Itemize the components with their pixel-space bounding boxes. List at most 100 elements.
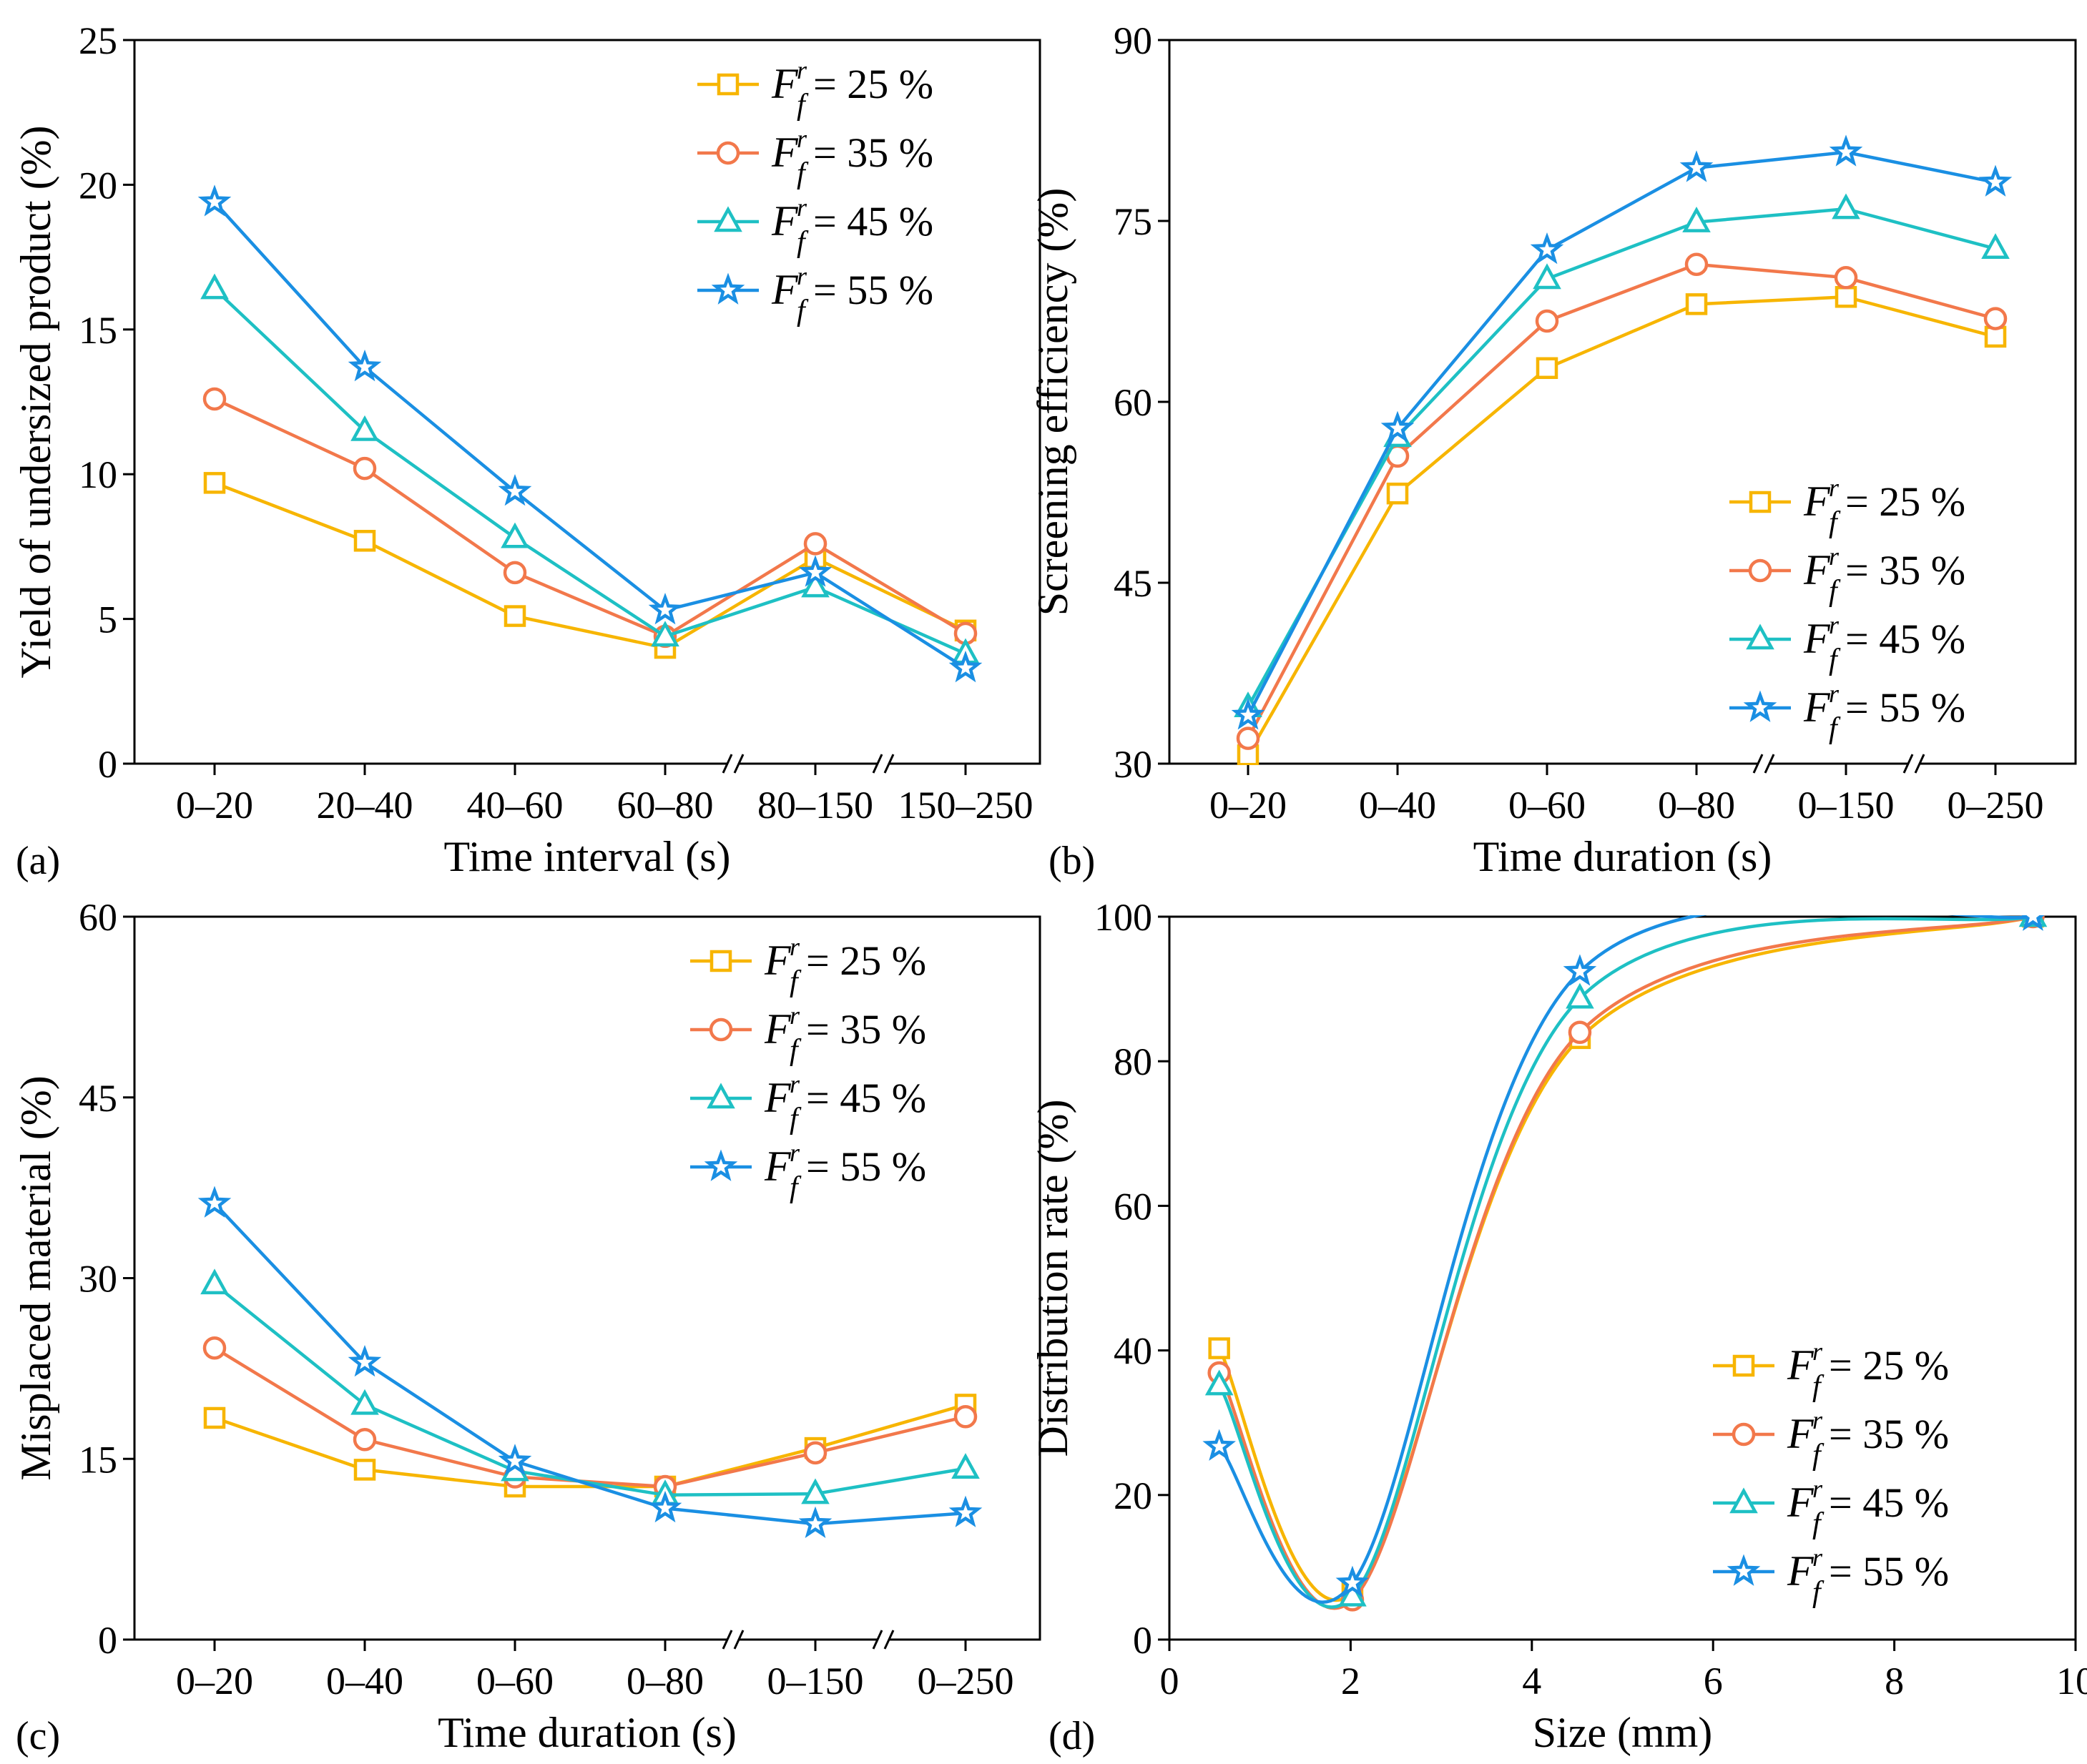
data-point-triangle-marker — [1533, 263, 1561, 290]
legend-symbol: F — [1787, 1479, 1815, 1526]
y-tick-label: 45 — [1114, 562, 1152, 605]
series-line — [1247, 262, 1996, 739]
legend-subscript: f — [1829, 712, 1841, 745]
legend-symbol: F — [1787, 1547, 1815, 1595]
series-line — [1247, 150, 1996, 716]
data-point-square-marker — [1685, 293, 1708, 315]
legend: Frf = 25 %Frf = 35 %Frf = 45 %Frf = 55 % — [697, 56, 933, 327]
data-point-star-marker — [648, 592, 682, 625]
y-tick-label: 10 — [79, 453, 117, 496]
y-tick-label: 0 — [98, 1619, 117, 1662]
legend-circle-marker — [1748, 558, 1772, 583]
legend-star-marker — [1743, 690, 1777, 722]
legend-star-marker — [711, 272, 745, 305]
legend-subscript: f — [790, 965, 802, 998]
legend-superscript: r — [1829, 611, 1840, 639]
y-tick-label: 0 — [98, 743, 117, 786]
legend-item: Frf = 45 % — [690, 1070, 926, 1135]
legend-symbol: F — [764, 1005, 792, 1053]
plot-frame — [1168, 915, 2077, 1641]
data-point-star-marker — [648, 1490, 682, 1523]
legend-triangle-marker — [714, 206, 742, 232]
x-tick-label: 0–250 — [1948, 784, 2044, 827]
y-tick-label: 15 — [79, 309, 117, 352]
panel-a: 0 5 10 15 20 25 0–20 20–40 40–60 60–80 80–150 150–2… — [12, 19, 1041, 883]
legend-value: = 55 % — [813, 267, 933, 313]
legend-star-marker — [1727, 1554, 1761, 1586]
legend-item: Frf = 35 % — [690, 1001, 926, 1067]
legend-superscript: r — [790, 1138, 800, 1167]
data-point-circle-marker — [803, 1441, 828, 1465]
legend-symbol: F — [764, 1143, 792, 1190]
x-tick-label: 4 — [1522, 1660, 1541, 1703]
y-tick-label: 60 — [1114, 1185, 1152, 1228]
data-point-star-marker — [197, 1186, 232, 1218]
y-tick-label: 60 — [1114, 381, 1152, 424]
panel-tag: (c) — [16, 1714, 60, 1758]
series-line — [1217, 915, 2034, 1610]
axis-break-mark — [722, 754, 745, 774]
series-4 — [1202, 915, 2045, 1604]
legend-value: = 35 % — [1845, 547, 1965, 593]
data-point-star-marker — [1335, 1565, 1370, 1597]
legend-square-marker — [1732, 1354, 1755, 1377]
series-2 — [202, 1336, 978, 1499]
legend-symbol: F — [771, 129, 799, 176]
data-point-triangle-marker — [801, 1478, 830, 1504]
legend-subscript: f — [797, 157, 809, 190]
y-tick-label: 100 — [1094, 896, 1152, 939]
series-line — [1217, 915, 2033, 1604]
legend-value: = 45 % — [1845, 616, 1965, 662]
legend: Frf = 25 %Frf = 35 %Frf = 45 %Frf = 55 % — [1729, 473, 1965, 745]
legend-item: Frf = 45 % — [1729, 611, 1965, 676]
series-4 — [197, 1186, 983, 1539]
legend-square-marker — [717, 73, 740, 96]
legend-superscript: r — [790, 1001, 800, 1030]
panel-b: 30 45 60 75 90 0–20 0–40 0–60 0–80 0–150 0–250 Time… — [1029, 19, 2077, 883]
legend-value: = 35 % — [1829, 1411, 1949, 1457]
x-tick-label: 2 — [1341, 1660, 1360, 1703]
data-point-star-marker — [1829, 134, 1863, 167]
data-point-circle-marker — [953, 1405, 978, 1429]
panel-d: 0 20 40 60 80 100 0 2 4 6 8 10 Size (mm) Distribution… — [1029, 896, 2087, 1758]
y-tick-label: 30 — [79, 1258, 117, 1301]
legend-value: = 55 % — [1845, 684, 1965, 731]
data-point-star-marker — [197, 184, 232, 217]
data-point-star-marker — [1978, 164, 2013, 197]
legend-item: Frf = 35 % — [1713, 1406, 1949, 1472]
data-point-circle-marker — [1834, 266, 1858, 290]
legend-subscript: f — [1812, 1507, 1825, 1540]
panel-tag: (a) — [16, 839, 60, 883]
x-tick-label: 0–60 — [1508, 784, 1586, 827]
data-point-triangle-marker — [651, 621, 679, 647]
data-point-triangle-marker — [801, 571, 830, 598]
x-tick-label: 0–150 — [1798, 784, 1895, 827]
legend-subscript: f — [790, 1034, 802, 1067]
data-point-triangle-marker — [1832, 193, 1860, 220]
legend-subscript: f — [1829, 575, 1841, 608]
series-3 — [200, 1268, 980, 1506]
axis-break-mark — [1752, 754, 1775, 774]
legend-subscript: f — [1812, 1439, 1825, 1472]
data-point-star-marker — [1231, 698, 1265, 730]
data-point-triangle-marker — [350, 415, 379, 441]
series-line — [1247, 295, 1996, 757]
legend-item: Frf = 35 % — [697, 124, 933, 190]
x-tick-label: 6 — [1704, 1660, 1723, 1703]
data-point-star-marker — [1202, 1429, 1236, 1461]
data-point-triangle-marker — [200, 273, 229, 300]
data-point-star-marker — [1563, 954, 1597, 986]
legend-value: = 35 % — [806, 1006, 926, 1053]
data-point-circle-marker — [1568, 1020, 1592, 1045]
legend-subscript: f — [1812, 1576, 1825, 1609]
x-axis-label: Time duration (s) — [438, 1709, 737, 1756]
legend-subscript: f — [790, 1171, 802, 1204]
legend-subscript: f — [797, 226, 809, 259]
axis-break-mark — [872, 1630, 895, 1650]
data-point-circle-marker — [202, 1336, 227, 1360]
y-tick-label: 60 — [79, 896, 117, 939]
x-axis-label: Time duration (s) — [1473, 833, 1772, 880]
legend-superscript: r — [1829, 542, 1840, 571]
x-tick-label: 80–150 — [757, 784, 873, 827]
